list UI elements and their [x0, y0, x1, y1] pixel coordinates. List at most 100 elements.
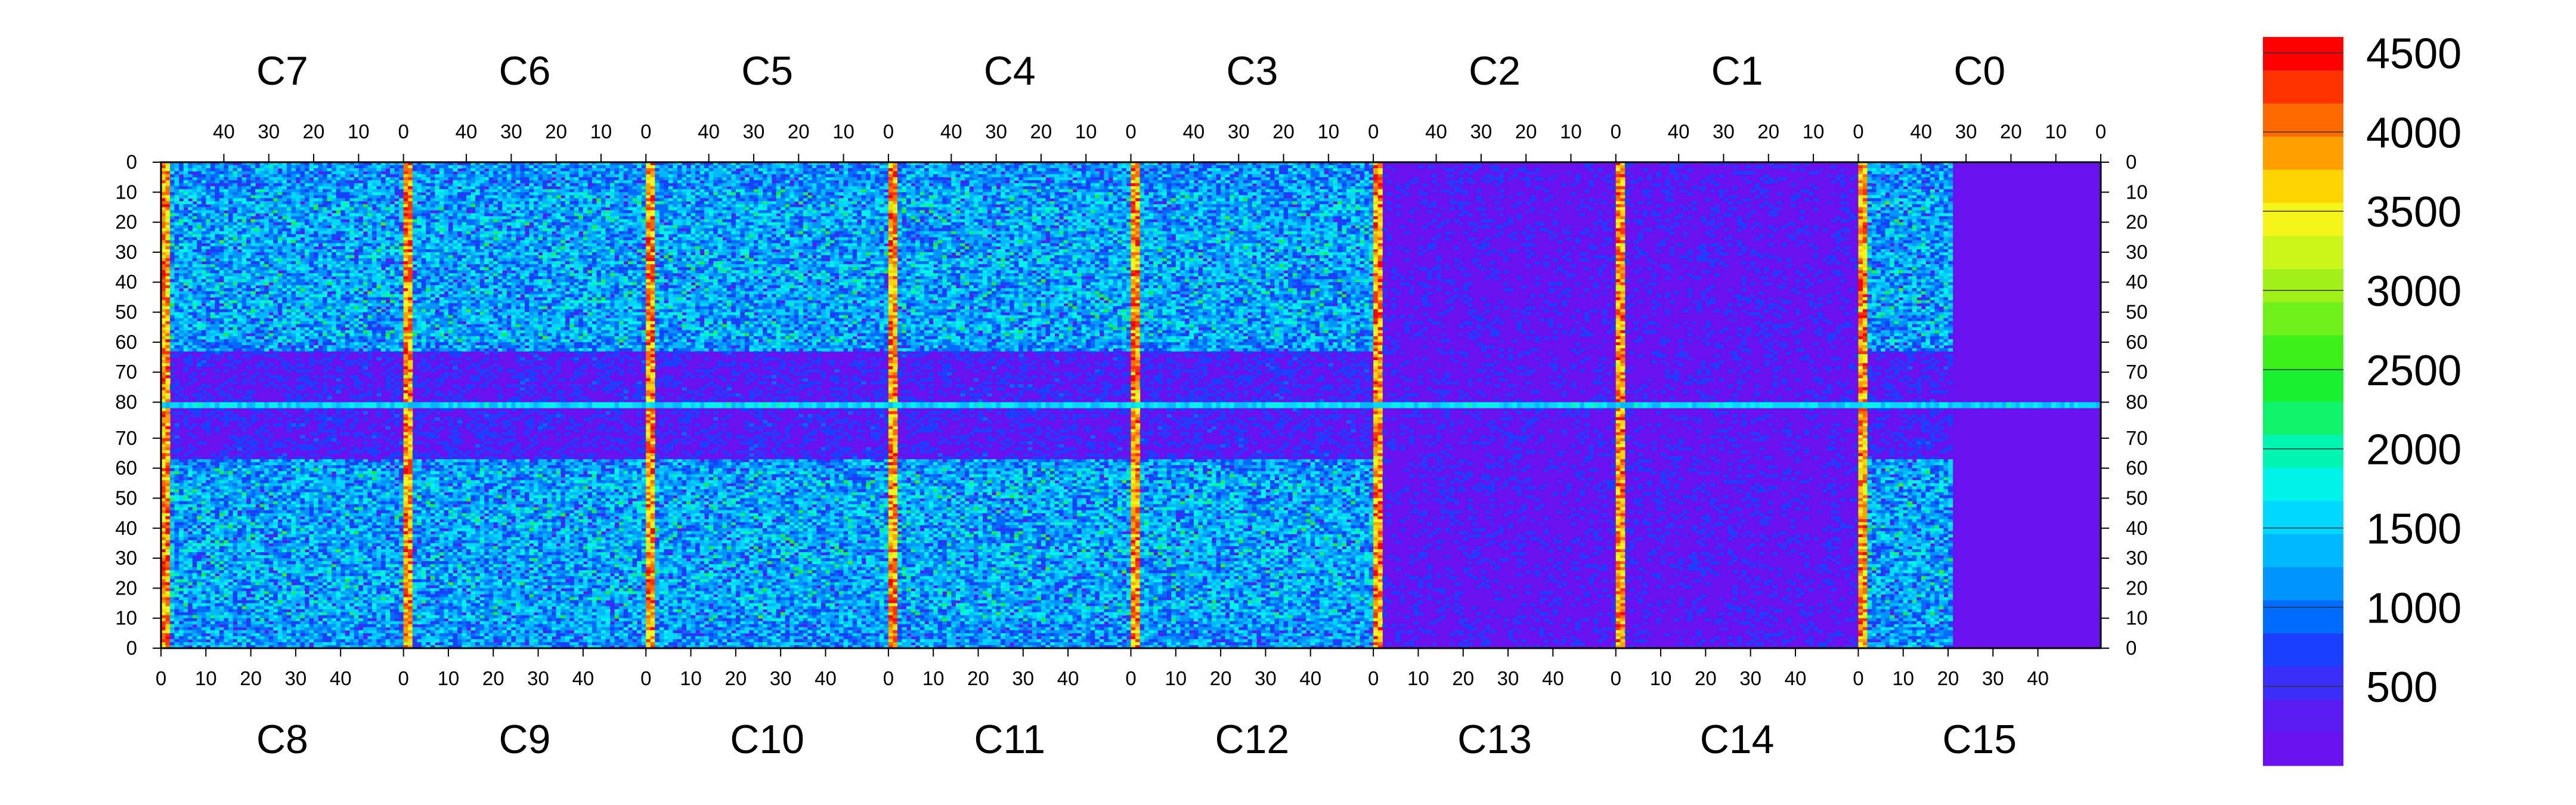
heatmap-cell [166, 168, 171, 172]
heatmap-cell [399, 306, 404, 309]
heatmap-cell [354, 234, 359, 238]
heatmap-cell [170, 300, 175, 304]
heatmap-cell [367, 390, 372, 394]
heatmap-cell [175, 321, 179, 325]
heatmap-cell [255, 231, 260, 235]
heatmap-cell [215, 216, 219, 220]
heatmap-cell [358, 207, 363, 210]
heatmap-cell [327, 195, 332, 199]
heatmap-cell [184, 180, 188, 184]
heatmap-cell [224, 231, 228, 235]
heatmap-cell [300, 306, 305, 309]
heatmap-cell [291, 231, 296, 235]
heatmap-cell [228, 297, 233, 301]
heatmap-cell [376, 294, 381, 298]
heatmap-cell [224, 336, 228, 340]
heatmap-cell [242, 321, 247, 325]
heatmap-cell [332, 288, 336, 292]
heatmap-cell [345, 216, 350, 220]
heatmap-cell [287, 174, 292, 178]
heatmap-cell [233, 219, 237, 223]
heatmap-cell [327, 306, 332, 309]
heatmap-cell [296, 321, 301, 325]
heatmap-cell [358, 189, 363, 193]
heatmap-cell [399, 231, 404, 235]
heatmap-cell [349, 282, 354, 286]
heatmap-cell [583, 174, 588, 178]
heatmap-cell [327, 201, 332, 205]
heatmap-cell [166, 390, 171, 394]
heatmap-cell [282, 309, 287, 313]
heatmap-cell [233, 297, 237, 301]
heatmap-cell [381, 333, 386, 337]
heatmap-cell [399, 366, 404, 370]
heatmap-cell [287, 267, 292, 271]
heatmap-cell [179, 348, 184, 352]
heatmap-cell [188, 357, 193, 361]
heatmap-cell [197, 231, 202, 235]
heatmap-cell [215, 348, 219, 352]
heatmap-cell [215, 225, 219, 229]
heatmap-cell [336, 270, 341, 274]
heatmap-cell [166, 177, 171, 181]
heatmap-cell [251, 282, 256, 286]
heatmap-cell [255, 273, 260, 277]
heatmap-cell [166, 369, 171, 373]
heatmap-cell [210, 192, 215, 196]
heatmap-cell [610, 168, 615, 172]
heatmap-cell [395, 297, 400, 301]
heatmap-cell [224, 270, 228, 274]
heatmap-cell [386, 198, 391, 202]
heatmap-cell [309, 243, 314, 247]
heatmap-cell [619, 165, 624, 169]
heatmap-cell [358, 225, 363, 229]
heatmap-cell [228, 327, 233, 331]
heatmap-cell [197, 360, 202, 364]
heatmap-cell [170, 183, 175, 187]
heatmap-cell [251, 312, 256, 316]
heatmap-cell [260, 342, 265, 346]
heatmap-cell [233, 375, 237, 379]
heatmap-cell [345, 213, 350, 217]
heatmap-cell [179, 300, 184, 304]
heatmap-cell [367, 273, 372, 277]
heatmap-cell [287, 255, 292, 259]
heatmap-cell [583, 165, 588, 169]
heatmap-cell [345, 282, 350, 286]
heatmap-cell [246, 366, 251, 370]
heatmap-cell [390, 279, 395, 283]
heatmap-cell [408, 168, 413, 172]
heatmap-cell [628, 171, 633, 175]
heatmap-cell [166, 282, 171, 286]
heatmap-cell [484, 165, 489, 169]
heatmap-cell [300, 342, 305, 346]
heatmap-cell [367, 279, 372, 283]
heatmap-cell [184, 246, 188, 250]
heatmap-cell [197, 267, 202, 271]
heatmap-cell [332, 204, 336, 208]
heatmap-cell [215, 318, 219, 322]
heatmap-cell [228, 306, 233, 309]
heatmap-cell [278, 282, 283, 286]
heatmap-cell [372, 300, 377, 304]
heatmap-cell [206, 294, 210, 298]
heatmap-cell [323, 348, 327, 352]
heatmap-cell [175, 345, 179, 349]
heatmap-cell [354, 252, 359, 256]
heatmap-cell [340, 234, 345, 238]
heatmap-cell [255, 312, 260, 316]
heatmap-cell [246, 303, 251, 306]
heatmap-cell [336, 291, 341, 295]
heatmap-cell [642, 165, 646, 169]
heatmap-cell [184, 177, 188, 181]
heatmap-cell [282, 252, 287, 256]
heatmap-cell [242, 255, 247, 259]
heatmap-cell [354, 180, 359, 184]
heatmap-cell [188, 285, 193, 289]
heatmap-cell [309, 252, 314, 256]
heatmap-cell [206, 300, 210, 304]
heatmap-cell [193, 174, 197, 178]
heatmap-cell [372, 243, 377, 247]
heatmap-cell [188, 165, 193, 169]
heatmap-cell [372, 249, 377, 253]
